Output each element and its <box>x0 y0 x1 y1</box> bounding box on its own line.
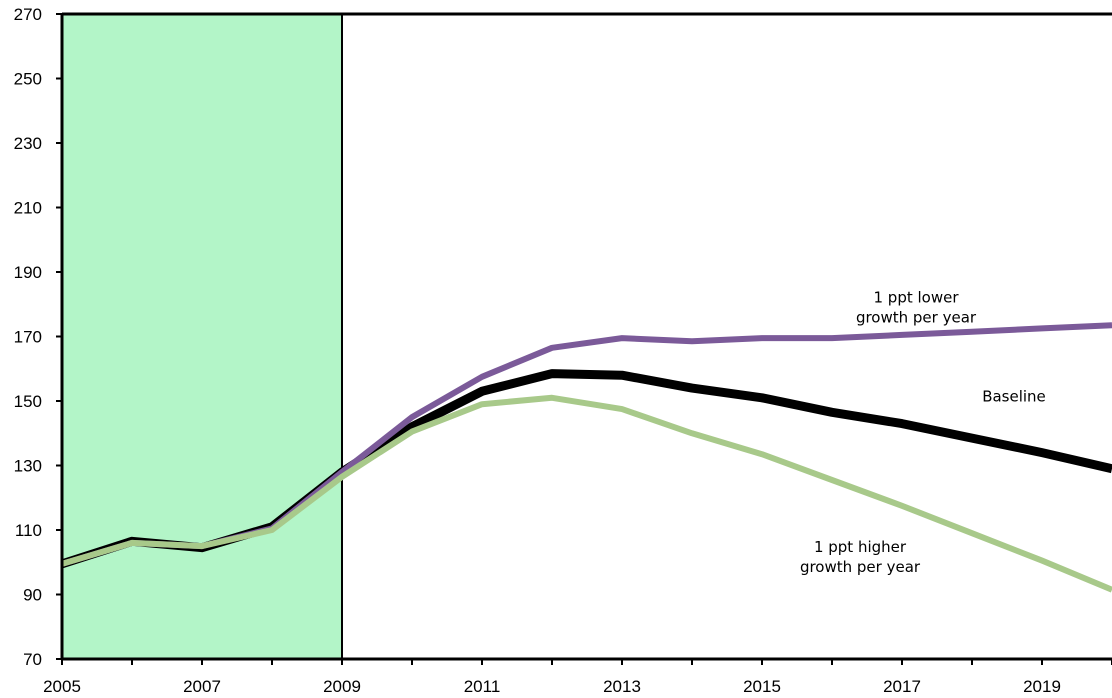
x-tick-label: 2005 <box>43 677 81 696</box>
x-tick-label: 2007 <box>183 677 221 696</box>
shaded-period <box>61 13 343 660</box>
y-tick-label: 270 <box>14 5 42 24</box>
annotation-baseline: Baseline <box>982 388 1046 406</box>
shaded-period-layer <box>61 13 343 660</box>
x-tick-label: 2019 <box>1023 677 1061 696</box>
annotation-lower-growth: 1 ppt lower growth per year <box>856 289 977 327</box>
tick-labels-layer: 70 90 110 130 150 170 190 210 230 250 270 2005 2007 2… <box>14 5 1061 696</box>
series-line-higher-growth <box>61 394 1112 593</box>
annotation-line: 1 ppt higher <box>814 538 907 556</box>
y-tick-label: 90 <box>23 586 42 605</box>
y-tick-label: 70 <box>23 650 42 669</box>
y-tick-label: 110 <box>15 521 42 540</box>
x-tick-label: 2017 <box>883 677 921 696</box>
annotations-layer: 1 ppt lower growth per year Baseline 1 ppt … <box>800 289 1046 576</box>
axes-layer <box>56 12 1112 665</box>
y-tick-label: 250 <box>14 70 42 89</box>
annotation-line: 1 ppt lower <box>873 289 959 307</box>
y-tick-label: 170 <box>14 328 42 347</box>
x-tick-label: 2013 <box>603 677 641 696</box>
series-lines-layer <box>60 322 1112 593</box>
y-tick-label: 210 <box>14 199 42 218</box>
y-tick-label: 230 <box>14 134 42 153</box>
annotation-line: growth per year <box>800 558 921 576</box>
y-tick-label: 190 <box>14 263 42 282</box>
x-tick-label: 2011 <box>464 677 501 696</box>
annotation-line: growth per year <box>856 309 977 327</box>
x-tick-label: 2009 <box>323 677 361 696</box>
annotation-line: Baseline <box>982 388 1046 406</box>
y-tick-label: 130 <box>14 457 42 476</box>
x-tick-label: 2015 <box>743 677 781 696</box>
y-tick-label: 150 <box>14 392 42 411</box>
annotation-higher-growth: 1 ppt higher growth per year <box>800 538 921 576</box>
